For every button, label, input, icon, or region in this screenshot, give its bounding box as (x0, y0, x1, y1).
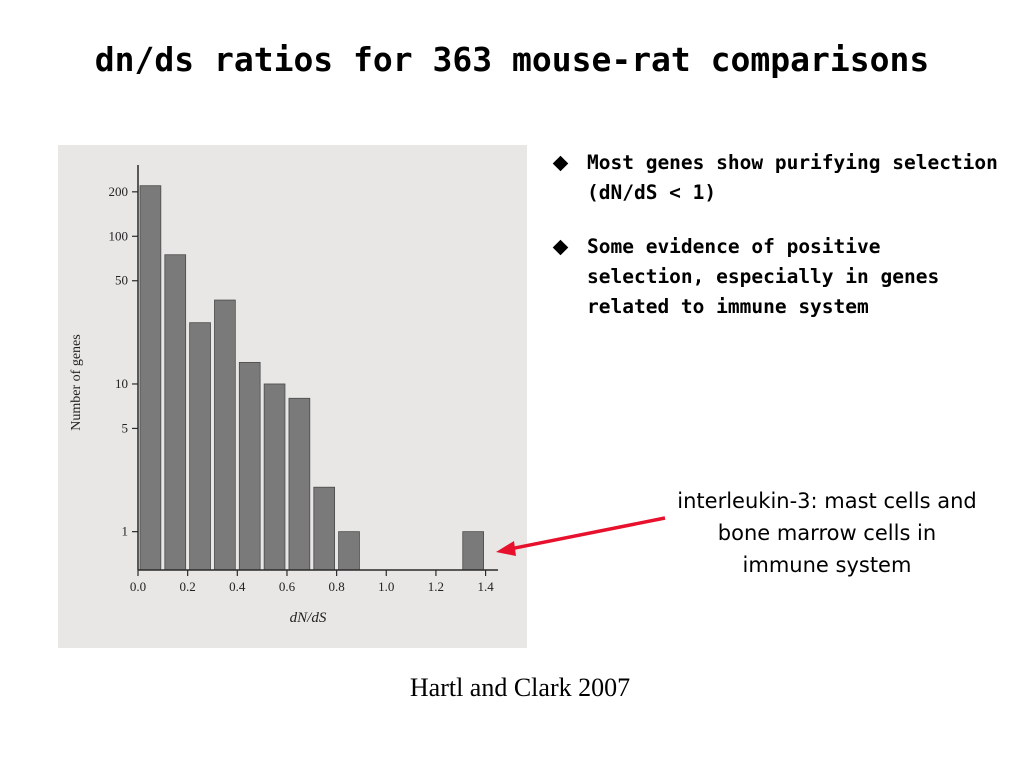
annotation-line: interleukin-3: mast cells and (677, 489, 977, 513)
x-tick-label: 1.2 (428, 579, 444, 594)
citation: Hartl and Clark 2007 (409, 673, 631, 702)
histogram-chart: 0.0 0.2 0.4 0.6 0.8 1.0 1.2 1.4 1 5 10 50 100 200 dN/d… (69, 165, 498, 626)
annotation-line: bone marrow cells in (717, 521, 937, 545)
x-axis-label: dN/dS (290, 610, 327, 626)
bullet-item-positive: Some evidence of positive selection, esp… (552, 232, 1003, 322)
x-tick-label: 1.4 (477, 579, 494, 594)
bullet-list: Most genes show purifying selection (dN/… (552, 148, 1003, 346)
y-axis-label: Number of genes (69, 334, 84, 430)
x-tick-label: 0.6 (279, 579, 296, 594)
y-tick-label: 10 (115, 376, 128, 391)
y-tick-label: 1 (122, 524, 129, 539)
histogram-figure: 0.0 0.2 0.4 0.6 0.8 1.0 1.2 1.4 1 5 10 50 100 200 dN/d… (58, 145, 527, 648)
bullet-item-purifying: Most genes show purifying selection (dN/… (552, 148, 1003, 208)
slide-title: dn/ds ratios for 363 mouse-rat compariso… (94, 40, 930, 79)
arrow-shaft (504, 516, 666, 552)
x-tick-label: 1.0 (378, 579, 394, 594)
y-tick-label: 50 (115, 273, 128, 288)
y-tick-label: 200 (109, 184, 129, 199)
interleukin-annotation: interleukin-3: mast cells and bone marro… (630, 485, 1024, 581)
x-tick-label: 0.8 (328, 579, 344, 594)
bullet-text: Most genes show purifying selection (dN/… (587, 151, 998, 204)
arrow-head-icon (496, 541, 516, 556)
y-tick-label: 100 (109, 228, 129, 243)
x-tick-label: 0.4 (229, 579, 246, 594)
x-tick-label: 0.2 (180, 579, 196, 594)
bullet-text: Some evidence of positive selection, esp… (587, 235, 940, 318)
y-tick-label: 5 (122, 420, 129, 435)
annotation-line: immune system (742, 553, 912, 577)
x-tick-label: 0.0 (130, 579, 146, 594)
